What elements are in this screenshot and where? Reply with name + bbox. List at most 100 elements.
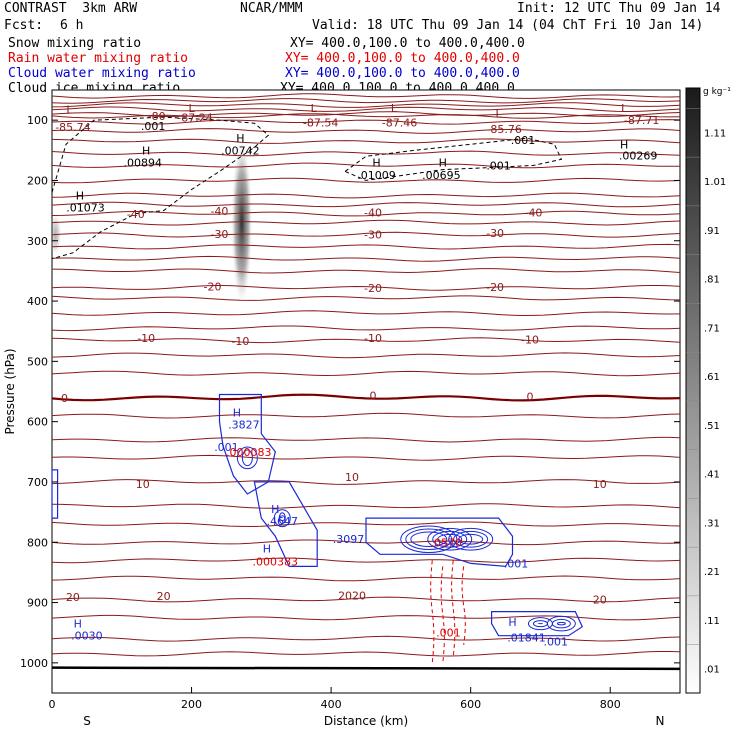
isotherm-line xyxy=(51,219,681,226)
annotation-label: .0570 xyxy=(430,536,462,549)
cloud-water-core xyxy=(236,446,258,470)
init-time: Init: 12 UTC Thu 09 Jan 14 xyxy=(517,1,721,16)
isotherm-line xyxy=(51,295,681,301)
isotherm-line xyxy=(51,436,681,443)
cloud-water-core xyxy=(458,533,484,545)
annotation-label: H xyxy=(263,542,271,555)
isotherm-line xyxy=(51,557,681,564)
contour-label: -20 xyxy=(486,281,504,294)
annotation-label: .001 xyxy=(436,627,461,640)
cloud-ice-outline-2 xyxy=(344,137,563,181)
cloud-water-core xyxy=(427,527,473,551)
annotation-label: -87.24 xyxy=(177,112,212,125)
surface-line xyxy=(51,666,681,671)
contour-label: -20 xyxy=(204,281,222,294)
isotherm-line xyxy=(51,98,681,104)
annotation-label: H xyxy=(372,156,380,169)
rain-water-contour xyxy=(461,566,466,645)
cloud-water-contour xyxy=(491,611,584,637)
annotation-label: .0030 xyxy=(71,630,103,643)
valid-time: Valid: 18 UTC Thu 09 Jan 14 (04 ChT Fri … xyxy=(312,18,704,33)
cloud-water-contour xyxy=(51,469,59,519)
annotation-label: -85.76 xyxy=(486,123,521,136)
colorbar-label: .71 xyxy=(704,323,720,334)
annotation-label: L xyxy=(391,102,398,115)
x-tick-label: 400 xyxy=(321,698,342,711)
isotherm-line xyxy=(51,325,681,332)
isotherm--80 xyxy=(51,113,681,119)
isotherm-line xyxy=(51,635,681,642)
isotherm-line xyxy=(51,111,681,118)
isotherm--10 xyxy=(51,337,681,344)
annotation-label: .00742 xyxy=(221,144,260,157)
north-label: N xyxy=(656,714,665,728)
cloud-water-core xyxy=(410,531,448,548)
colorbar-label: .81 xyxy=(704,275,720,286)
field-snow-xy: XY= 400.0,100.0 to 400.0,400.0 xyxy=(290,36,525,51)
contour-label: -10 xyxy=(137,332,155,345)
annotation-label: -85.74 xyxy=(55,121,90,134)
annotation-label: .001 xyxy=(141,120,166,133)
isotherm--30 xyxy=(51,231,681,238)
y-tick-label: 400 xyxy=(27,295,48,308)
isotherm-line xyxy=(51,192,681,199)
annotation-label: L xyxy=(188,102,195,115)
annotation-label: .001 xyxy=(544,636,569,649)
y-tick-label: 300 xyxy=(27,235,48,248)
field-cloud-water-xy: XY= 400.0,100.0 to 400.0,400.0 xyxy=(285,66,520,81)
annotation-label: .01841 xyxy=(507,632,546,645)
colorbar-label: .51 xyxy=(704,421,720,432)
annotation-label: .4647 xyxy=(267,515,299,528)
cloud-water-contour xyxy=(253,481,318,567)
rain-water-contour xyxy=(430,560,435,663)
contour-label: -30 xyxy=(210,228,228,241)
plot-frame xyxy=(51,89,681,694)
contour-label: -30 xyxy=(364,229,382,242)
model-name: CONTRAST 3km ARW xyxy=(4,1,138,16)
contour-label: 20 xyxy=(593,594,607,607)
contour-label: -10 xyxy=(364,332,382,345)
annotation-label: .3097 xyxy=(333,533,365,546)
annotation-label: -87.54 xyxy=(303,117,338,130)
cloud-ice-outline xyxy=(51,116,270,260)
contour-label: 0 xyxy=(61,392,68,405)
annotation-label: .01073 xyxy=(66,202,105,215)
annotation-label: .3827 xyxy=(228,419,260,432)
field-cloud-water-name: Cloud water mixing ratio xyxy=(8,66,196,81)
annotation-label: L xyxy=(66,103,73,116)
annotation-label: H xyxy=(236,132,244,145)
isotherm-20 xyxy=(51,596,681,603)
annotation-label: -80 xyxy=(148,110,166,123)
isotherm-10 xyxy=(51,479,681,485)
contour-label: 10 xyxy=(593,478,607,491)
y-tick-label: 200 xyxy=(27,174,48,187)
colorbar-label: .11 xyxy=(704,616,720,627)
cloud-water-core xyxy=(273,509,291,528)
colorbar-label: .31 xyxy=(704,518,720,529)
isotherm-line xyxy=(51,162,681,169)
snow-shading xyxy=(230,137,253,308)
y-tick-label: 100 xyxy=(27,114,48,127)
fcst-value: 6 h xyxy=(60,18,84,33)
isotherm-line xyxy=(51,106,681,113)
annotation-label: H xyxy=(271,503,279,516)
contour-label: -10 xyxy=(231,335,249,348)
x-tick-label: 800 xyxy=(600,698,621,711)
isotherm-line xyxy=(51,243,681,250)
contour-label: -40 xyxy=(127,208,145,221)
contour-label: -30 xyxy=(486,227,504,240)
cloud-water-core xyxy=(278,512,286,525)
isotherm-line xyxy=(51,177,681,184)
annotation-label: .001 xyxy=(504,557,529,570)
isotherm--20 xyxy=(51,284,681,291)
cloud-water-contour xyxy=(218,393,276,495)
annotation-label: .000383 xyxy=(253,556,299,569)
contour-label: 20 xyxy=(66,591,80,604)
cloud-water-contour xyxy=(365,517,514,568)
cloud-water-core xyxy=(453,530,489,548)
annotation-label: L xyxy=(621,102,628,115)
colorbar-label: 1.01 xyxy=(704,177,726,188)
y-tick-label: 800 xyxy=(27,536,48,549)
annotation-label: .000083 xyxy=(226,446,272,459)
